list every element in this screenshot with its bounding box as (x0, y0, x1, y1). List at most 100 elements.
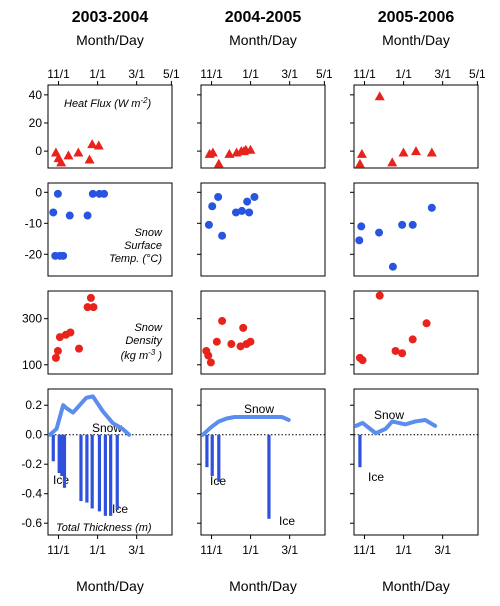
snow-line (200, 415, 291, 437)
column-title-2005-2006: 2005-2006 (378, 9, 455, 26)
heat-flux-point (207, 147, 218, 157)
bottom-tick-label: 3/1 (281, 543, 298, 557)
y-tick-label: 20 (29, 116, 43, 130)
top-tick-label: 11/1 (47, 67, 70, 81)
snow-temp-label-line1: Snow (134, 227, 163, 239)
y-tick-label: 0 (35, 144, 42, 158)
panel-frame (353, 182, 479, 277)
heat-flux-point (84, 154, 95, 164)
temp-point (100, 189, 109, 198)
density-point (408, 335, 417, 344)
y-tick-label: -0.6 (21, 516, 42, 530)
top-tick-label: 1/1 (242, 67, 259, 81)
ice-bar (210, 434, 214, 477)
top-tick-label: 5/1 (163, 67, 180, 81)
bottom-axis-label: Month/Day (229, 578, 297, 594)
temp-point (250, 192, 259, 201)
temp-point (214, 192, 223, 201)
density-point (227, 340, 236, 349)
y-tick-label: -10 (25, 216, 43, 230)
temp-point (408, 220, 417, 229)
density-point (218, 316, 227, 325)
temp-point (398, 220, 407, 229)
density-point (239, 323, 248, 332)
temp-point (53, 189, 62, 198)
heat-flux-point (93, 140, 104, 150)
bottom-axis-label: Month/Day (382, 578, 450, 594)
snow-temp-label-line3: Temp. (°C) (109, 253, 162, 265)
bottom-axis-label: Month/Day (76, 578, 144, 594)
top-tick-label: 11/1 (353, 67, 376, 81)
density-point (398, 349, 407, 358)
bottom-tick-label: 1/1 (395, 543, 412, 557)
ice-bar (205, 434, 209, 468)
density-point (375, 291, 384, 300)
snow-temp-label-line2: Surface (124, 240, 162, 252)
top-axis-label: Month/Day (229, 32, 297, 48)
temp-point (245, 208, 254, 217)
ice-annotation: Ice (279, 514, 295, 528)
density-point (391, 346, 400, 355)
ice-bar (103, 434, 107, 516)
temp-point (65, 211, 74, 220)
top-tick-label: 1/1 (89, 67, 106, 81)
heat-flux-point (56, 157, 67, 167)
panel-frame (200, 182, 326, 277)
bottom-tick-label: 1/1 (242, 543, 259, 557)
ice-bar (57, 434, 61, 474)
temp-point (218, 231, 227, 240)
heat-flux-point (411, 146, 421, 156)
top-tick-label: 5/1 (469, 67, 486, 81)
panel-frame (47, 388, 173, 536)
heat-flux-point (245, 144, 256, 154)
density-point (246, 337, 255, 346)
panel-frame (200, 84, 326, 169)
total-thickness-label: Total Thickness (m) (56, 522, 152, 534)
heat-flux-point (224, 148, 235, 158)
top-tick-label: 1/1 (395, 67, 412, 81)
panel-frame (200, 290, 326, 375)
bottom-tick-label: 11/1 (200, 543, 223, 557)
temp-point (237, 206, 246, 215)
y-tick-label: -20 (25, 247, 43, 261)
bottom-tick-label: 3/1 (128, 543, 145, 557)
temp-point (388, 262, 397, 271)
heat-flux-point (398, 147, 409, 157)
ice-bar (85, 434, 89, 503)
ice-bar (217, 434, 221, 482)
y-tick-label: 0 (35, 185, 42, 199)
y-tick-label: -0.4 (21, 487, 42, 501)
bottom-tick-label: 3/1 (434, 543, 451, 557)
density-point (53, 346, 62, 355)
heat-flux-point (354, 158, 365, 168)
bottom-tick-label: 1/1 (89, 543, 106, 557)
snow-annotation: Snow (374, 408, 404, 422)
top-tick-label: 3/1 (128, 67, 145, 81)
density-point (204, 351, 213, 360)
density-point (83, 303, 92, 312)
ice-bar (97, 434, 102, 512)
heat-flux-point (63, 150, 74, 160)
ice-bar (60, 434, 64, 477)
heat-flux-point (356, 148, 367, 158)
panel-frame (353, 290, 479, 375)
panel-frame (200, 388, 326, 536)
snow-line (353, 417, 438, 436)
density-point (206, 358, 215, 367)
y-tick-label: 0.0 (25, 428, 42, 442)
top-tick-label: 5/1 (316, 67, 333, 81)
density-point (66, 328, 75, 337)
heat-flux-point (213, 158, 224, 168)
y-tick-label: 100 (22, 358, 42, 372)
density-point (358, 356, 367, 365)
ice-bar (109, 434, 113, 516)
temp-point (88, 189, 97, 198)
ice-bar (79, 434, 83, 502)
ice-annotation: Ice (368, 470, 384, 484)
snow-line (47, 394, 132, 437)
bottom-tick-label: 11/1 (47, 543, 70, 557)
snow-density-label-line3: (kg m-3 ) (121, 348, 163, 362)
panel-frame (353, 388, 479, 536)
density-point (422, 319, 431, 328)
ice-bar (62, 434, 67, 488)
